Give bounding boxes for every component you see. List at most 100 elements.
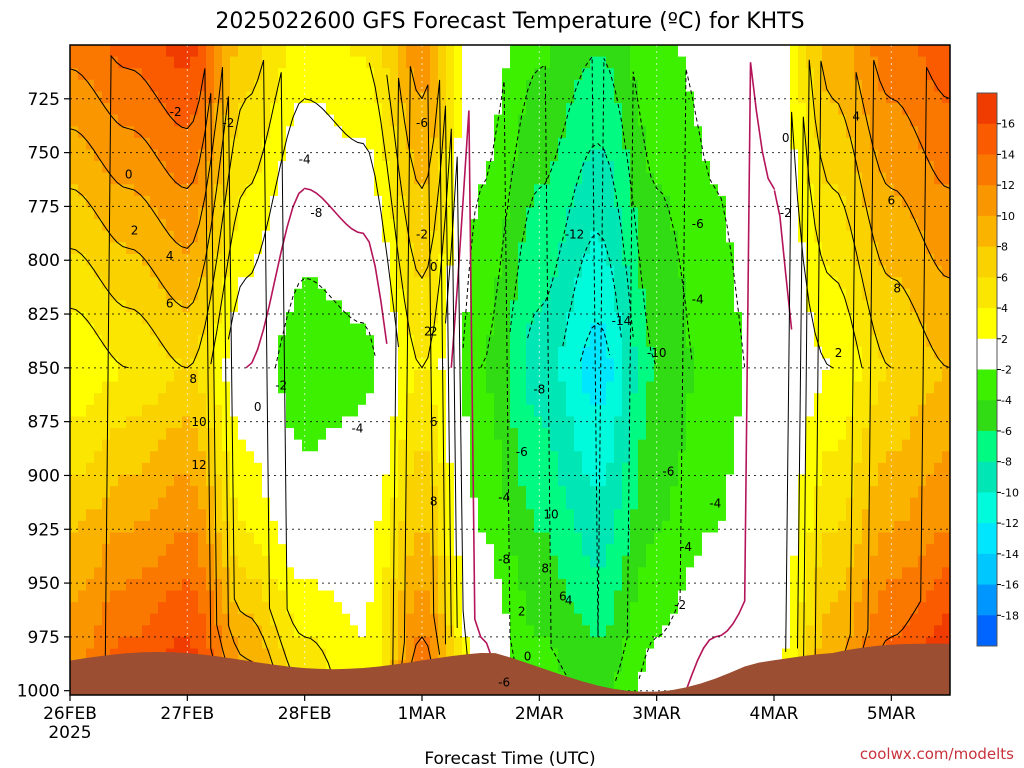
temperature-cell	[70, 404, 79, 418]
temperature-cell	[134, 567, 143, 580]
temperature-cell	[702, 265, 711, 278]
temperature-cell	[262, 602, 271, 615]
temperature-cell	[646, 300, 655, 313]
temperature-cell	[254, 451, 263, 464]
temperature-cell	[614, 300, 623, 313]
temperature-cell	[710, 56, 719, 69]
temperature-cell	[78, 91, 87, 104]
temperature-cell	[158, 636, 167, 650]
temperature-cell	[254, 462, 263, 476]
temperature-cell	[142, 439, 151, 452]
temperature-cell	[294, 509, 303, 522]
temperature-cell	[382, 172, 391, 185]
temperature-cell	[182, 358, 191, 371]
temperature-cell	[614, 311, 623, 325]
temperature-cell	[470, 161, 479, 174]
temperature-cell	[254, 149, 263, 162]
temperature-cell	[150, 381, 159, 394]
temperature-cell	[750, 137, 759, 151]
temperature-cell	[646, 578, 655, 592]
temperature-cell	[630, 602, 639, 615]
temperature-cell	[446, 45, 455, 58]
temperature-cell	[238, 346, 247, 359]
temperature-cell	[158, 416, 167, 429]
temperature-cell	[94, 79, 103, 93]
temperature-cell	[630, 370, 639, 383]
temperature-cell	[158, 230, 167, 243]
temperature-cell	[342, 346, 351, 359]
temperature-cell	[214, 323, 223, 336]
temperature-cell	[430, 335, 439, 348]
temperature-cell	[582, 103, 591, 116]
temperature-cell	[726, 555, 735, 568]
temperature-cell	[694, 602, 703, 615]
temperature-cell	[758, 555, 767, 568]
temperature-cell	[78, 207, 87, 220]
temperature-cell	[550, 497, 559, 510]
temperature-cell	[758, 56, 767, 69]
temperature-cell	[694, 184, 703, 197]
temperature-cell	[630, 404, 639, 418]
temperature-cell	[422, 532, 431, 545]
temperature-cell	[542, 416, 551, 429]
temperature-cell	[638, 404, 647, 418]
temperature-cell	[574, 381, 583, 394]
temperature-cell	[110, 56, 119, 69]
temperature-cell	[486, 509, 495, 522]
temperature-cell	[542, 219, 551, 232]
temperature-cell	[118, 184, 127, 197]
temperature-cell	[270, 590, 279, 603]
temperature-cell	[622, 474, 631, 487]
temperature-cell	[702, 79, 711, 93]
temperature-cell	[750, 544, 759, 557]
temperature-cell	[438, 602, 447, 615]
temperature-cell	[182, 590, 191, 603]
temperature-cell	[638, 451, 647, 464]
temperature-cell	[342, 660, 351, 673]
temperature-cell	[686, 358, 695, 371]
temperature-cell	[150, 91, 159, 104]
temperature-cell	[102, 207, 111, 220]
temperature-cell	[694, 137, 703, 151]
temperature-cell	[566, 578, 575, 592]
temperature-cell	[158, 358, 167, 371]
temperature-cell	[582, 404, 591, 418]
temperature-cell	[118, 474, 127, 487]
temperature-cell	[182, 161, 191, 174]
temperature-cell	[406, 509, 415, 522]
temperature-cell	[630, 288, 639, 301]
temperature-cell	[94, 590, 103, 603]
temperature-cell	[678, 648, 687, 661]
temperature-cell	[454, 428, 463, 441]
temperature-cell	[678, 137, 687, 151]
temperature-cell	[430, 137, 439, 151]
temperature-cell	[374, 207, 383, 220]
temperature-cell	[398, 636, 407, 650]
temperature-cell	[70, 335, 79, 348]
temperature-cell	[454, 346, 463, 359]
temperature-cell	[366, 474, 375, 487]
temperature-cell	[622, 486, 631, 499]
temperature-cell	[438, 439, 447, 452]
temperature-cell	[118, 45, 127, 58]
temperature-cell	[654, 68, 663, 81]
temperature-cell	[174, 161, 183, 174]
temperature-cell	[230, 532, 239, 545]
temperature-cell	[270, 103, 279, 116]
temperature-cell	[774, 242, 783, 255]
temperature-cell	[566, 195, 575, 209]
temperature-cell	[638, 602, 647, 615]
temperature-cell	[150, 114, 159, 127]
temperature-cell	[158, 451, 167, 464]
temperature-cell	[142, 149, 151, 162]
temperature-cell	[614, 416, 623, 429]
temperature-cell	[270, 613, 279, 626]
temperature-cell	[134, 219, 143, 232]
temperature-cell	[222, 219, 231, 232]
temperature-cell	[494, 370, 503, 383]
temperature-cell	[694, 161, 703, 174]
temperature-cell	[702, 219, 711, 232]
temperature-cell	[582, 567, 591, 580]
temperature-cell	[622, 45, 631, 58]
temperature-cell	[654, 625, 663, 638]
